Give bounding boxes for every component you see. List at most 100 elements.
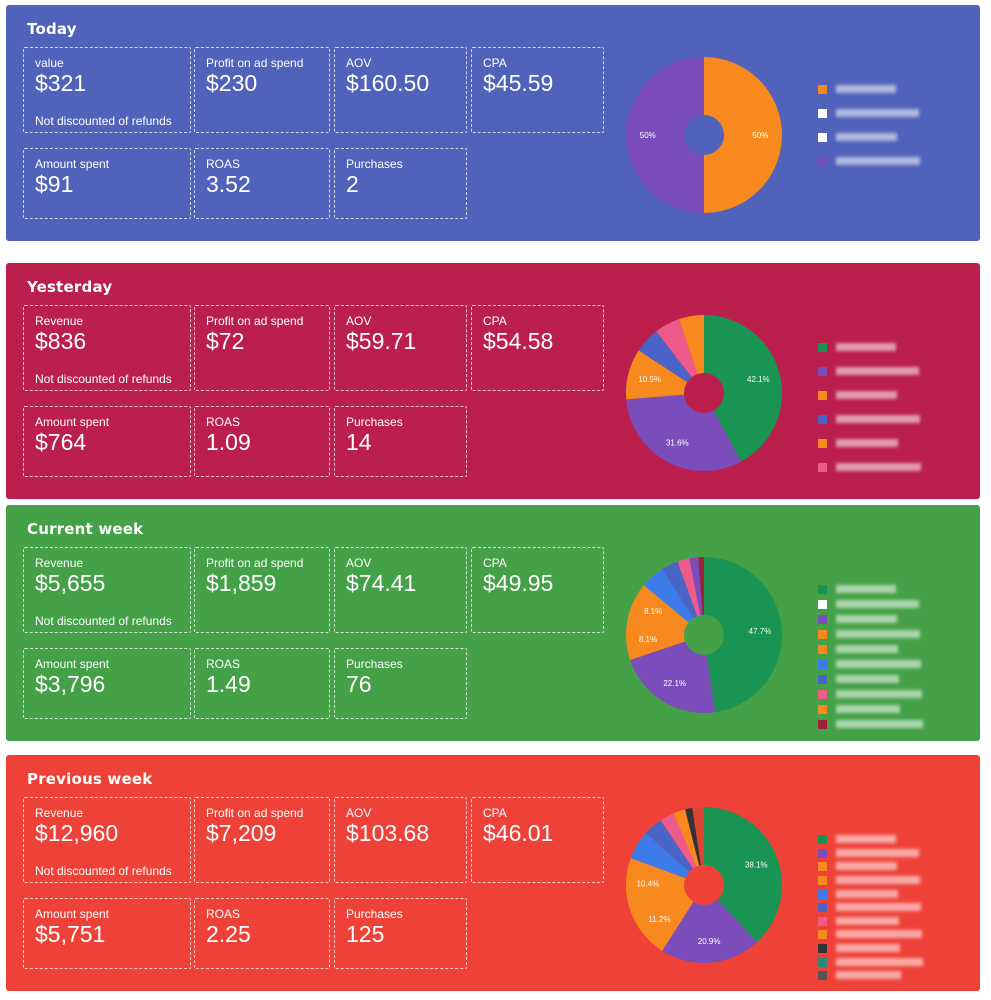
metric-note: Not discounted of refunds [35,614,172,628]
pie-slice[interactable] [656,319,704,393]
metric-card-spent[interactable]: Amount spent $3,796 [23,648,191,719]
legend-swatch [818,916,827,926]
legend-label-obscured [836,585,896,593]
metric-card-profit[interactable]: Profit on ad spend $230 [194,47,330,133]
metric-card-profit[interactable]: Profit on ad spend $1,859 [194,547,330,633]
legend-label-obscured [836,343,896,351]
legend-label-obscured [836,862,897,871]
metric-card-roas[interactable]: ROAS 1.49 [194,648,330,719]
legend-label-obscured [836,889,898,898]
metric-card-purchases[interactable]: Purchases 76 [334,648,467,719]
metric-label: AOV [346,806,372,820]
legend-swatch [818,848,827,858]
pie-slice[interactable] [645,820,704,885]
metric-value: 1.49 [206,671,251,697]
metric-card-revenue[interactable]: Revenue $5,655 Not discounted of refunds [23,547,191,633]
metric-card-purchases[interactable]: Purchases 125 [334,898,467,969]
legend-swatch [818,585,827,594]
legend-swatch [818,944,827,954]
legend-swatch [818,645,827,654]
pie-slice[interactable] [625,350,704,400]
legend-label-obscured [836,675,899,683]
pie-chart[interactable]: 42.1% 31.6% 10.5% [624,313,784,473]
legend-swatch [818,133,827,142]
panel-title: Previous week [27,770,153,788]
pie-chart[interactable]: 38.1% 20.9% 11.2% 10.4% [624,805,784,965]
legend-swatch [818,391,827,400]
metric-label: Amount spent [35,415,110,429]
metric-card-profit[interactable]: Profit on ad spend $7,209 [194,797,330,883]
metric-card-spent[interactable]: Amount spent $764 [23,406,191,477]
metric-card-aov[interactable]: AOV $160.50 [334,47,467,133]
pie-slice[interactable] [704,557,783,713]
legend-label-obscured [836,157,920,165]
metric-card-roas[interactable]: ROAS 1.09 [194,406,330,477]
legend-swatch [818,615,827,624]
pie-slice[interactable] [630,833,704,885]
metric-card-purchases[interactable]: Purchases 2 [334,148,467,219]
metric-card-profit[interactable]: Profit on ad spend $72 [194,305,330,391]
pie-slice[interactable] [677,558,704,635]
metric-value: 1.09 [206,429,251,455]
pie-slice[interactable] [626,620,704,661]
metric-card-revenue[interactable]: Revenue $12,960 Not discounted of refunds [23,797,191,883]
legend-label-obscured [836,85,896,93]
legend-swatch [818,971,827,981]
metric-card-cpa[interactable]: CPA $45.59 [471,47,604,133]
metric-card-cpa[interactable]: CPA $46.01 [471,797,604,883]
pie-slice[interactable] [704,315,783,462]
pie-slice[interactable] [678,315,704,393]
pie-slice-label: 8.1% [644,607,662,616]
pie-slice[interactable] [638,331,704,393]
pie-slice-label: 38.1% [745,861,768,870]
pie-chart[interactable]: 47.7% 22.1% 8.1% 8.1% [624,555,784,715]
pie-slice[interactable] [643,569,704,635]
metric-label: Amount spent [35,907,110,921]
pie-slice[interactable] [660,813,704,885]
pie-slice[interactable] [626,57,704,213]
metric-card-cpa[interactable]: CPA $49.95 [471,547,604,633]
metric-card-spent[interactable]: Amount spent $91 [23,148,191,219]
legend-label-obscured [836,600,919,608]
metric-label: Purchases [346,415,403,429]
pie-hole [684,865,724,905]
metric-card-roas[interactable]: ROAS 3.52 [194,148,330,219]
metric-card-aov[interactable]: AOV $59.71 [334,305,467,391]
pie-slice[interactable] [704,807,782,943]
metric-value: $54.58 [483,328,554,354]
pie-slice[interactable] [629,885,704,951]
legend-swatch [818,957,827,967]
metric-value: $46.01 [483,820,554,846]
panel-current-week: Current week Revenue $5,655 Not discounted … [6,505,980,741]
legend-swatch [818,875,827,885]
metric-card-aov[interactable]: AOV $103.68 [334,797,467,883]
legend-label-obscured [836,463,921,471]
metric-card-cpa[interactable]: CPA $54.58 [471,305,604,391]
pie-slice[interactable] [627,585,704,635]
metric-card-revenue[interactable]: Revenue $836 Not discounted of refunds [23,305,191,391]
pie-slice[interactable] [630,635,716,714]
pie-slice[interactable] [704,57,782,213]
pie-slice[interactable] [662,561,704,635]
legend-swatch [818,85,827,94]
metric-card-roas[interactable]: ROAS 2.25 [194,898,330,969]
metric-card-purchases[interactable]: Purchases 14 [334,406,467,477]
pie-slice-label: 47.7% [749,627,772,636]
pie-slice[interactable] [662,885,758,963]
metric-label: AOV [346,556,372,570]
pie-chart[interactable]: 50% 50% [624,55,784,215]
pie-slice[interactable] [626,858,704,909]
metric-label: ROAS [206,907,241,921]
metric-card-spent[interactable]: Amount spent $5,751 [23,898,191,969]
pie-slice-label: 50% [752,131,768,140]
metric-value: $764 [35,429,87,455]
pie-slice[interactable] [626,393,742,472]
metric-label: Purchases [346,907,403,921]
metric-card-aov[interactable]: AOV $74.41 [334,547,467,633]
legend-swatch [818,889,827,899]
metric-note: Not discounted of refunds [35,114,172,128]
pie-slice[interactable] [673,809,704,885]
metric-value: $103.68 [346,820,430,846]
metric-card-revenue[interactable]: value $321 Not discounted of refunds [23,47,191,133]
metric-label: Amount spent [35,657,110,671]
